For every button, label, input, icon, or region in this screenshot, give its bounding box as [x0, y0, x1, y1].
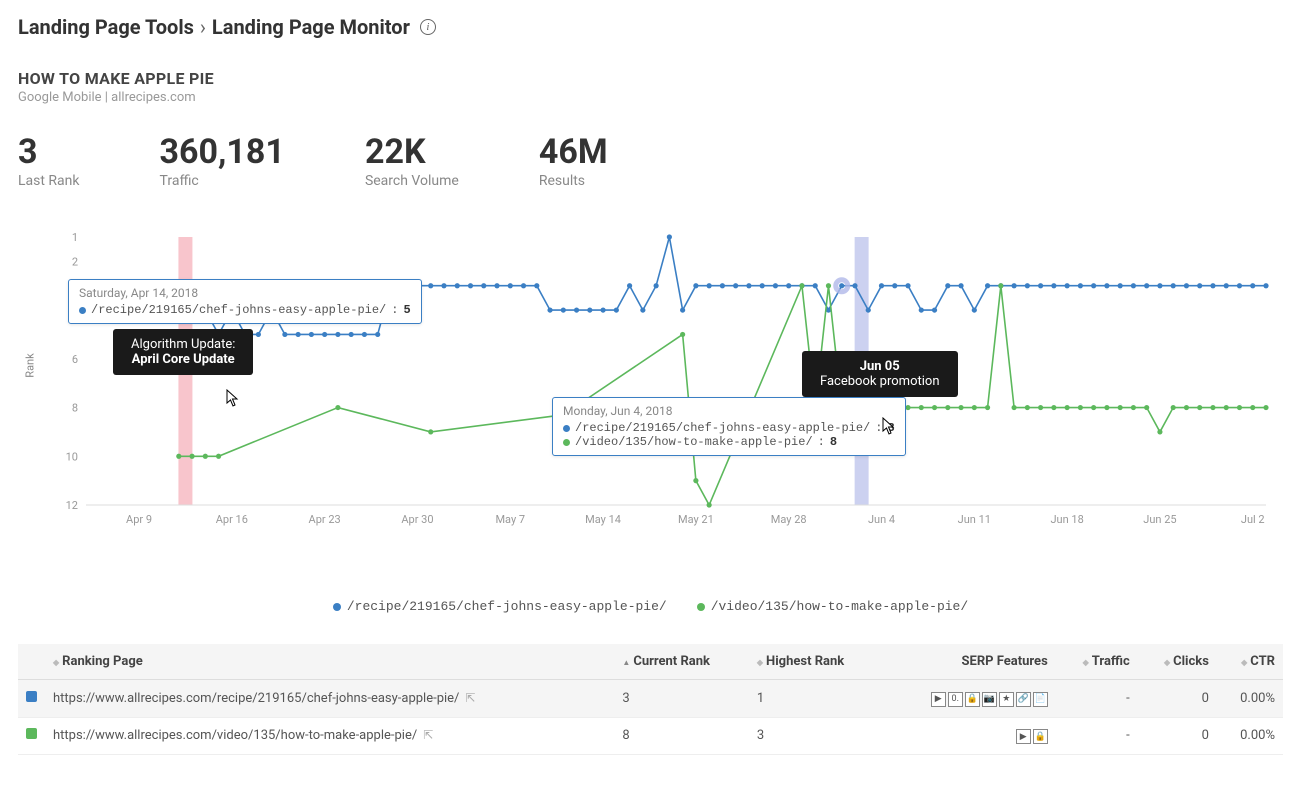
serp-feature-icon: 📷 [982, 692, 997, 707]
serp-feature-icon: 🔒 [1033, 729, 1048, 744]
series-swatch [26, 691, 37, 702]
cell-current-rank: 3 [614, 680, 749, 718]
metrics-row: 3 Last Rank 360,181 Traffic 22K Search V… [18, 135, 1283, 189]
chart-svg[interactable]: 124681012Apr 9Apr 16Apr 23Apr 30May 7May… [56, 229, 1276, 529]
svg-text:2: 2 [72, 255, 78, 268]
series-swatch [26, 728, 37, 739]
cell-traffic: - [1056, 680, 1138, 718]
breadcrumb: Landing Page Tools › Landing Page Monito… [18, 15, 1283, 39]
breadcrumb-separator: › [200, 15, 206, 39]
svg-text:10: 10 [66, 450, 78, 463]
serp-feature-icon: 0. [948, 692, 963, 707]
svg-text:Apr 9: Apr 9 [126, 513, 152, 526]
legend-item-recipe[interactable]: /recipe/219165/chef-johns-easy-apple-pie… [333, 599, 667, 614]
cell-serp: ▶0.🔒📷★🔗📄 [883, 680, 1056, 718]
tooltip-series-dot [79, 307, 86, 314]
table-row[interactable]: https://www.allrecipes.com/recipe/219165… [18, 680, 1283, 718]
keyword-header: HOW TO MAKE APPLE PIE Google Mobile | al… [18, 69, 1283, 105]
serp-feature-icon: 🔒 [965, 692, 980, 707]
cell-ctr: 0.00% [1217, 717, 1283, 755]
annotation-facebook-promo[interactable]: Jun 05 Facebook promotion [802, 351, 958, 397]
svg-text:6: 6 [72, 353, 78, 366]
metric-search-volume: 22K Search Volume [365, 135, 459, 189]
col-traffic[interactable]: Traffic [1056, 644, 1138, 680]
svg-text:Apr 30: Apr 30 [401, 513, 433, 526]
ranking-table: Ranking Page Current Rank Highest Rank S… [18, 644, 1283, 755]
annotation-algorithm-update[interactable]: Algorithm Update: April Core Update [113, 329, 253, 375]
cell-clicks: 0 [1138, 680, 1217, 718]
legend-item-video[interactable]: /video/135/how-to-make-apple-pie/ [697, 599, 968, 614]
svg-text:Apr 16: Apr 16 [216, 513, 248, 526]
svg-text:Jun 25: Jun 25 [1143, 513, 1176, 526]
cell-current-rank: 8 [614, 717, 749, 755]
serp-feature-icon: ▶ [931, 692, 946, 707]
metric-traffic: 360,181 Traffic [160, 135, 285, 189]
col-ranking-page[interactable]: Ranking Page [45, 644, 614, 680]
tooltip-apr14: Saturday, Apr 14, 2018 /recipe/219165/ch… [68, 279, 422, 324]
svg-text:Jun 18: Jun 18 [1050, 513, 1083, 526]
metric-last-rank: 3 Last Rank [18, 135, 80, 189]
cell-serp: ▶🔒 [883, 717, 1056, 755]
cell-traffic: - [1056, 717, 1138, 755]
col-serp-features[interactable]: SERP Features [883, 644, 1056, 680]
external-link-icon[interactable]: ⇱ [423, 728, 433, 742]
col-highest-rank[interactable]: Highest Rank [749, 644, 883, 680]
keyword-subtitle: Google Mobile | allrecipes.com [18, 90, 1283, 105]
y-axis-label: Rank [24, 353, 37, 377]
tooltip-jun4: Monday, Jun 4, 2018 /recipe/219165/chef-… [552, 397, 906, 456]
svg-text:May 7: May 7 [495, 513, 525, 526]
info-icon[interactable]: i [420, 19, 436, 35]
col-current-rank[interactable]: Current Rank [614, 644, 749, 680]
external-link-icon[interactable]: ⇱ [465, 691, 475, 705]
tooltip-series-dot [563, 425, 570, 432]
svg-text:May 14: May 14 [585, 513, 621, 526]
cell-ctr: 0.00% [1217, 680, 1283, 718]
svg-text:Jun 4: Jun 4 [868, 513, 895, 526]
col-ctr[interactable]: CTR [1217, 644, 1283, 680]
tooltip-series-dot [563, 439, 570, 446]
serp-feature-icon: 🔗 [1016, 692, 1031, 707]
svg-text:May 21: May 21 [678, 513, 714, 526]
svg-text:Jul 2: Jul 2 [1241, 513, 1265, 526]
cell-highest-rank: 3 [749, 717, 883, 755]
svg-text:8: 8 [72, 402, 78, 415]
col-clicks[interactable]: Clicks [1138, 644, 1217, 680]
rank-chart[interactable]: Rank 124681012Apr 9Apr 16Apr 23Apr 30May… [18, 229, 1283, 559]
serp-feature-icon: ▶ [1016, 729, 1031, 744]
svg-text:Apr 23: Apr 23 [309, 513, 341, 526]
cell-url[interactable]: https://www.allrecipes.com/video/135/how… [45, 717, 614, 755]
breadcrumb-parent[interactable]: Landing Page Tools [18, 15, 194, 39]
serp-feature-icon: ★ [999, 692, 1014, 707]
cell-clicks: 0 [1138, 717, 1217, 755]
metric-results: 46M Results [539, 135, 608, 189]
svg-text:May 28: May 28 [771, 513, 807, 526]
svg-text:12: 12 [66, 499, 78, 512]
cell-highest-rank: 1 [749, 680, 883, 718]
table-row[interactable]: https://www.allrecipes.com/video/135/how… [18, 717, 1283, 755]
chart-legend: /recipe/219165/chef-johns-easy-apple-pie… [18, 599, 1283, 614]
svg-text:Jun 11: Jun 11 [958, 513, 991, 526]
svg-text:1: 1 [72, 231, 78, 244]
keyword-title: HOW TO MAKE APPLE PIE [18, 69, 1283, 88]
serp-feature-icon: 📄 [1033, 692, 1048, 707]
breadcrumb-current: Landing Page Monitor [212, 15, 410, 39]
cell-url[interactable]: https://www.allrecipes.com/recipe/219165… [45, 680, 614, 718]
